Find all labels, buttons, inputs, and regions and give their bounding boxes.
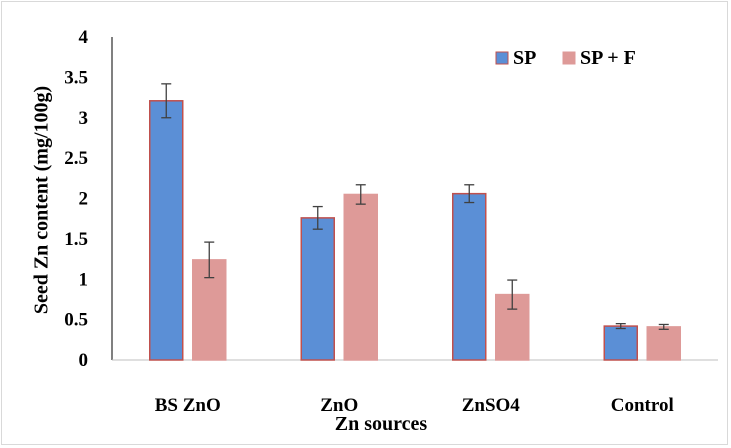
error-bar (464, 184, 475, 204)
category-label: Control (611, 395, 674, 416)
bar-sp-f (343, 193, 378, 361)
legend-label-sp-f: SP + F (580, 47, 636, 69)
bars (149, 83, 681, 361)
category-label: ZnSO4 (462, 395, 521, 416)
bar-sp (452, 192, 487, 361)
y-tick-label: 4 (79, 27, 89, 48)
error-bar (355, 184, 366, 205)
category-label: ZnO (320, 395, 358, 416)
y-tick-label: 0.5 (64, 310, 88, 331)
y-tick-label: 2.5 (64, 148, 88, 169)
category-labels: BS ZnO ZnO ZnSO4 Control (155, 395, 674, 416)
error-bar (204, 241, 215, 279)
bar-sp (149, 100, 184, 361)
legend-swatch-sp-f (562, 51, 576, 65)
y-tick-label: 1 (79, 269, 89, 290)
y-axis-title: Seed Zn content (mg/100g) (31, 86, 53, 314)
legend: SP SP + F (495, 47, 636, 69)
legend-swatch-sp (495, 51, 509, 65)
error-bar (161, 83, 172, 119)
y-tick-label: 0 (79, 350, 89, 371)
error-bar (507, 279, 518, 310)
y-tick-label: 2 (79, 189, 89, 210)
bar-sp-f (192, 259, 227, 361)
y-tick-label: 3 (79, 108, 89, 129)
legend-label-sp: SP (513, 47, 536, 69)
bar-sp-f (646, 326, 681, 361)
y-tick-label: 1.5 (64, 229, 88, 250)
category-label: BS ZnO (155, 395, 221, 416)
y-tick-labels: 0 0.5 1 1.5 2 2.5 3 3.5 4 (64, 27, 88, 371)
bar-sp (300, 217, 335, 361)
x-axis-title: Zn sources (335, 413, 428, 435)
error-bar (658, 323, 669, 330)
y-tick-label: 3.5 (64, 67, 88, 88)
error-bar (312, 205, 323, 230)
bar-sp (603, 325, 638, 361)
error-bar (615, 323, 626, 330)
